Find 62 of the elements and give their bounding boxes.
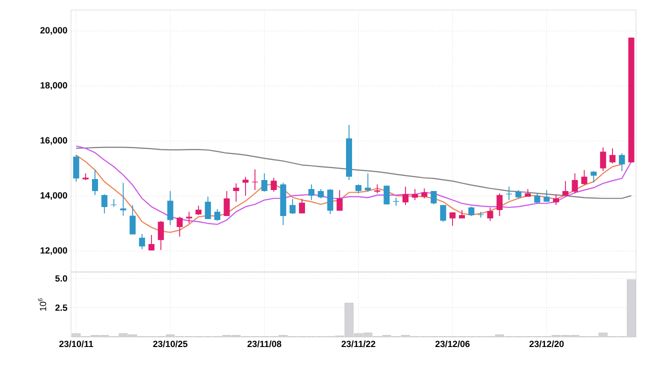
y-tick-label: 2.5	[55, 304, 68, 311]
y-tick-label: 16,000	[40, 137, 68, 145]
candlestick	[290, 198, 296, 215]
candlestick	[440, 204, 446, 222]
candlestick	[224, 190, 230, 216]
candlestick	[600, 146, 606, 172]
candlestick	[214, 208, 220, 222]
y-tick-label: 20,000	[40, 27, 68, 35]
candlestick	[402, 186, 409, 206]
candlestick	[139, 234, 146, 250]
candlestick	[421, 188, 428, 199]
candlestick	[73, 154, 80, 182]
candlestick	[130, 204, 136, 235]
x-tick-label: 23/11/22	[342, 340, 376, 348]
candlestick	[92, 170, 98, 196]
candlestick	[572, 172, 578, 194]
candlestick	[261, 172, 268, 192]
candlestick	[609, 148, 616, 164]
y-tick-label: 14,000	[40, 192, 68, 200]
candlestick	[186, 211, 192, 224]
candlestick	[270, 177, 277, 192]
candlestick	[412, 188, 418, 200]
candlestick	[176, 216, 183, 238]
candlestick	[327, 188, 334, 215]
y-tick-label: 18,000	[40, 82, 68, 90]
candlestick	[581, 170, 588, 186]
candlestick	[158, 220, 164, 251]
candlestick	[496, 192, 503, 216]
candlestick	[468, 206, 474, 216]
candlestick	[204, 196, 211, 220]
candlestick	[233, 182, 240, 202]
candlestick	[110, 198, 117, 208]
candlestick	[195, 205, 202, 216]
x-tick-label: 23/10/11	[59, 340, 94, 348]
x-tick-label: 23/10/25	[153, 340, 188, 348]
candlestick	[167, 190, 174, 226]
candlestick	[506, 186, 512, 200]
candlestick	[534, 192, 540, 204]
candlestick	[242, 176, 249, 196]
candlestick	[298, 198, 306, 214]
candlestick	[120, 182, 126, 216]
candlestick	[618, 152, 625, 172]
candlestick	[384, 185, 390, 205]
candlestick	[364, 172, 371, 192]
candlestick	[487, 207, 494, 222]
candlestick	[308, 184, 314, 200]
candlestick	[430, 190, 437, 205]
x-tick-label: 23/12/06	[435, 340, 470, 348]
candlestick	[553, 194, 560, 206]
candlestick	[336, 190, 343, 212]
candlestick	[562, 180, 568, 196]
x-tick-label: 23/11/08	[247, 340, 282, 348]
candlestick	[148, 234, 154, 251]
y-axis-title: 10$^{6}$	[38, 298, 46, 311]
candlestick	[252, 168, 258, 190]
candlestick	[590, 170, 597, 183]
candlestick	[318, 188, 324, 199]
y-tick-label: 12,000	[40, 247, 68, 255]
x-tick-label: 23/12/20	[529, 340, 564, 348]
candlestick	[450, 212, 456, 226]
candlestick	[101, 194, 108, 214]
y-tick-label: 5.0	[55, 275, 68, 282]
